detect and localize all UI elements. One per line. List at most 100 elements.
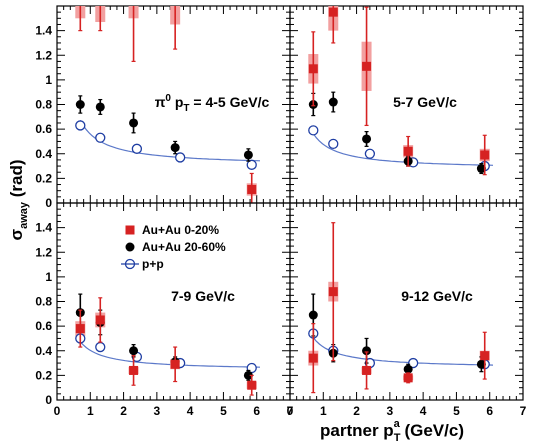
auau-mid-point xyxy=(95,102,105,112)
auau-mid-point xyxy=(243,150,253,160)
y-axis-title: σaway (rad) xyxy=(7,159,30,240)
y-tick-label: 1 xyxy=(45,73,52,87)
auau-central-point xyxy=(129,365,139,375)
x-tick-label: 1 xyxy=(87,404,94,418)
auau-central-point xyxy=(75,324,85,334)
auau-central-point xyxy=(247,380,257,390)
auau-mid-point xyxy=(243,370,253,380)
x-axis-title: partner pTa (GeV/c) xyxy=(320,418,464,444)
x-tick-label: 2 xyxy=(353,404,360,418)
y-tick-label: 0.8 xyxy=(35,295,52,309)
panel-label: 9-12 GeV/c xyxy=(401,288,473,304)
auau-central-point xyxy=(308,353,318,363)
auau-mid-point xyxy=(328,97,338,107)
x-tick-label: 3 xyxy=(154,404,161,418)
auau-central-point xyxy=(480,150,490,160)
pp-point xyxy=(95,132,106,143)
legend-marker-auau-mid xyxy=(125,242,135,252)
fit-curve xyxy=(79,120,261,162)
panel-label: 5-7 GeV/c xyxy=(393,94,457,110)
auau-mid-point xyxy=(75,100,85,109)
y-tick-label: 1.4 xyxy=(35,24,52,38)
y-tick-label: 1.4 xyxy=(35,221,52,235)
auau-central-point xyxy=(480,351,490,361)
auau-mid-point xyxy=(362,346,372,356)
y-tick-label: 0.2 xyxy=(35,171,52,185)
pp-point xyxy=(75,120,86,131)
pp-point xyxy=(95,341,106,353)
auau-mid-point xyxy=(170,143,180,153)
x-tick-label: 7 xyxy=(520,404,527,418)
panel-label: π0 pT = 4-5 GeV/c xyxy=(155,93,270,114)
panel-top-left: 0 0.2 0.4 0.6 0.8 1 1.2 1.4 π0 pT = 4-5 GeV/c xyxy=(35,0,291,210)
auau-central-point xyxy=(171,0,180,4)
auau-central-point xyxy=(328,7,338,17)
x-tick-label: 2 xyxy=(120,404,127,418)
legend-label: p+p xyxy=(142,257,164,271)
plot-area xyxy=(75,0,261,203)
pp-point xyxy=(246,159,257,170)
x-tick-label: 1 xyxy=(320,404,327,418)
x-tick-label: 7 xyxy=(287,404,294,418)
y-tick-label: 0.6 xyxy=(35,319,52,333)
y-tick-label: 0 xyxy=(45,196,52,210)
x-tick-label: 4 xyxy=(420,404,427,418)
fit-curve xyxy=(312,133,494,166)
auau-central-point xyxy=(96,0,105,4)
legend-entry-pp: p+p xyxy=(121,257,164,271)
panel-label: 7-9 GeV/c xyxy=(171,288,235,304)
auau-mid-point xyxy=(308,310,318,320)
x-tick-label: 5 xyxy=(220,404,227,418)
legend-label: Au+Au 20-60% xyxy=(142,240,226,254)
auau-central-point xyxy=(95,315,105,325)
y-tick-label: 0.4 xyxy=(35,147,52,161)
x-tick-label: 6 xyxy=(486,404,493,418)
plot-area xyxy=(75,293,261,396)
y-tick-label: 1 xyxy=(45,270,52,284)
plot-area xyxy=(308,222,494,394)
y-tick-label: 0.4 xyxy=(35,344,52,358)
auau-mid-point xyxy=(403,364,413,374)
legend-marker-auau-central xyxy=(125,225,135,235)
plot-area xyxy=(308,6,494,176)
y-tick-label: 0.6 xyxy=(35,122,52,136)
auau-central-point xyxy=(362,365,372,375)
panel-bottom-right: 0 1 2 3 4 5 6 7 9-12 GeV/c xyxy=(287,202,527,418)
pp-point xyxy=(175,152,186,163)
pp-point xyxy=(364,148,376,159)
auau-mid-point xyxy=(129,118,139,128)
auau-central-point xyxy=(403,146,413,156)
x-tick-label: 0 xyxy=(54,404,61,418)
auau-central-point xyxy=(247,184,257,194)
auau-mid-point xyxy=(362,134,372,144)
y-tick-label: 1.2 xyxy=(35,245,52,259)
auau-central-point xyxy=(308,64,318,74)
pp-point xyxy=(131,143,143,154)
pp-point xyxy=(328,138,339,150)
legend-label: Au+Au 0-20% xyxy=(142,223,219,237)
fit-curve xyxy=(312,337,494,366)
y-tick-label: 0 xyxy=(45,393,52,407)
y-tick-label: 0.8 xyxy=(35,98,52,112)
auau-central-point xyxy=(403,373,413,383)
pp-point xyxy=(308,125,319,136)
auau-central-point xyxy=(170,359,180,369)
y-tick-label: 0.2 xyxy=(35,368,52,382)
panel-top-right: 5-7 GeV/c xyxy=(289,5,524,204)
x-tick-label: 4 xyxy=(187,404,194,418)
y-tick-label: 1.2 xyxy=(35,48,52,62)
fit-curve xyxy=(79,341,261,368)
auau-mid-point xyxy=(476,359,486,369)
pp-point xyxy=(408,357,419,369)
auau-central-point xyxy=(362,61,372,71)
x-tick-label: 3 xyxy=(387,404,394,418)
x-tick-label: 5 xyxy=(453,404,460,418)
legend-entry-auau_mid: Au+Au 20-60% xyxy=(125,240,226,254)
x-tick-label: 0 xyxy=(287,404,294,418)
legend-entry-auau_central: Au+Au 0-20% xyxy=(125,223,219,237)
auau-central-point xyxy=(328,287,338,297)
auau-mid-point xyxy=(476,164,486,174)
legend: Au+Au 0-20% Au+Au 20-60% p+p xyxy=(121,223,226,271)
x-tick-label: 6 xyxy=(253,404,260,418)
